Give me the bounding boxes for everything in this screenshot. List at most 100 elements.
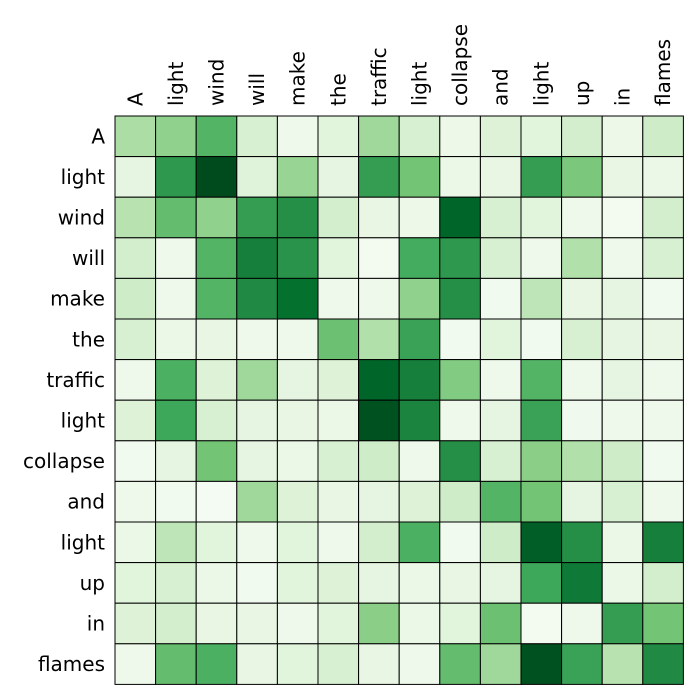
heatmap-cell bbox=[195, 318, 238, 361]
heatmap-cell bbox=[642, 115, 684, 158]
heatmap-cell bbox=[520, 359, 563, 401]
heatmap-cell bbox=[601, 156, 644, 198]
heatmap-cell bbox=[439, 399, 481, 442]
heatmap-cell bbox=[276, 237, 319, 279]
heatmap-cell bbox=[479, 359, 522, 401]
y-tick-label: in bbox=[87, 612, 105, 636]
heatmap-cell bbox=[276, 480, 319, 523]
heatmap-cell bbox=[317, 480, 360, 523]
x-tick-label: and bbox=[489, 68, 513, 106]
heatmap-cell bbox=[439, 196, 481, 239]
heatmap-cell bbox=[155, 602, 197, 645]
heatmap-cell bbox=[439, 643, 481, 685]
heatmap-cell bbox=[561, 643, 603, 685]
heatmap-cell bbox=[561, 562, 603, 604]
heatmap-cell bbox=[561, 359, 603, 401]
heatmap-cell bbox=[398, 318, 441, 361]
heatmap-cell bbox=[398, 237, 441, 279]
heatmap-cell bbox=[358, 602, 400, 645]
heatmap-cell bbox=[114, 480, 157, 523]
heatmap-cell bbox=[601, 399, 644, 442]
heatmap-cell bbox=[358, 440, 400, 482]
heatmap-cell bbox=[114, 237, 157, 279]
heatmap-cell bbox=[642, 277, 684, 320]
heatmap-cell bbox=[276, 602, 319, 645]
heatmap-cell bbox=[398, 115, 441, 158]
heatmap-cell bbox=[155, 562, 197, 604]
heatmap-cell bbox=[439, 115, 481, 158]
heatmap-cell bbox=[561, 318, 603, 361]
heatmap-cell bbox=[398, 521, 441, 564]
heatmap-cell bbox=[155, 196, 197, 239]
heatmap-cell bbox=[439, 562, 481, 604]
heatmap-cell bbox=[561, 115, 603, 158]
y-tick-label: traffic bbox=[46, 368, 105, 392]
heatmap-cell bbox=[155, 237, 197, 279]
heatmap-cell bbox=[642, 196, 684, 239]
heatmap-cell bbox=[642, 156, 684, 198]
x-tick-label: up bbox=[570, 81, 594, 106]
heatmap-cell bbox=[195, 602, 238, 645]
heatmap-cell bbox=[195, 399, 238, 442]
heatmap-cell bbox=[479, 277, 522, 320]
y-tick-label: light bbox=[61, 409, 105, 433]
heatmap-cell bbox=[358, 196, 400, 239]
heatmap-cell bbox=[439, 521, 481, 564]
heatmap-cells bbox=[114, 115, 684, 685]
heatmap-cell bbox=[358, 115, 400, 158]
heatmap-cell bbox=[236, 359, 278, 401]
heatmap-cell bbox=[479, 643, 522, 685]
heatmap-cell bbox=[642, 643, 684, 685]
x-tick-label: in bbox=[611, 88, 635, 106]
heatmap-cell bbox=[439, 318, 481, 361]
heatmap-cell bbox=[439, 440, 481, 482]
heatmap-cell bbox=[195, 440, 238, 482]
x-tick-label: make bbox=[286, 51, 310, 106]
heatmap-cell bbox=[195, 643, 238, 685]
heatmap-cell bbox=[479, 399, 522, 442]
heatmap-cell bbox=[317, 602, 360, 645]
heatmap-cell bbox=[155, 399, 197, 442]
heatmap-cell bbox=[317, 440, 360, 482]
heatmap-cell bbox=[561, 440, 603, 482]
heatmap-cell bbox=[195, 480, 238, 523]
heatmap-cell bbox=[276, 156, 319, 198]
heatmap-cell bbox=[561, 521, 603, 564]
heatmap-cell bbox=[358, 237, 400, 279]
heatmap-cell bbox=[317, 237, 360, 279]
heatmap-cell bbox=[276, 643, 319, 685]
heatmap-cell bbox=[520, 602, 563, 645]
y-tick-label: and bbox=[67, 490, 105, 514]
heatmap-cell bbox=[439, 277, 481, 320]
heatmap-cell bbox=[114, 196, 157, 239]
heatmap-cell bbox=[601, 440, 644, 482]
heatmap-cell bbox=[398, 643, 441, 685]
heatmap-cell bbox=[439, 480, 481, 523]
x-tick-label: A bbox=[123, 92, 147, 106]
heatmap-cell bbox=[479, 237, 522, 279]
heatmap-cell bbox=[195, 115, 238, 158]
heatmap-cell bbox=[317, 521, 360, 564]
heatmap-cell bbox=[520, 318, 563, 361]
heatmap-cell bbox=[114, 115, 157, 158]
heatmap-cell bbox=[439, 237, 481, 279]
heatmap-cell bbox=[114, 440, 157, 482]
heatmap-cell bbox=[195, 359, 238, 401]
heatmap-cell bbox=[317, 318, 360, 361]
heatmap-cell bbox=[317, 277, 360, 320]
heatmap-cell bbox=[479, 521, 522, 564]
heatmap-cell bbox=[601, 562, 644, 604]
x-tick-label: will bbox=[245, 73, 269, 106]
x-tick-label: light bbox=[164, 62, 188, 106]
heatmap-cell bbox=[561, 602, 603, 645]
heatmap-cell bbox=[358, 156, 400, 198]
heatmap-cell bbox=[317, 399, 360, 442]
heatmap-cell bbox=[601, 480, 644, 523]
heatmap-cell bbox=[601, 277, 644, 320]
heatmap-cell bbox=[195, 521, 238, 564]
y-tick-label: will bbox=[72, 246, 105, 270]
heatmap-cell bbox=[561, 196, 603, 239]
heatmap-cell bbox=[520, 196, 563, 239]
heatmap-cell bbox=[601, 237, 644, 279]
